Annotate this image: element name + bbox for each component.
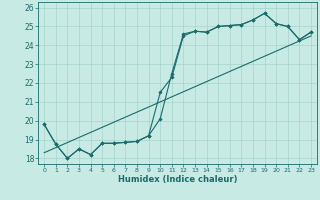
X-axis label: Humidex (Indice chaleur): Humidex (Indice chaleur) (118, 175, 237, 184)
